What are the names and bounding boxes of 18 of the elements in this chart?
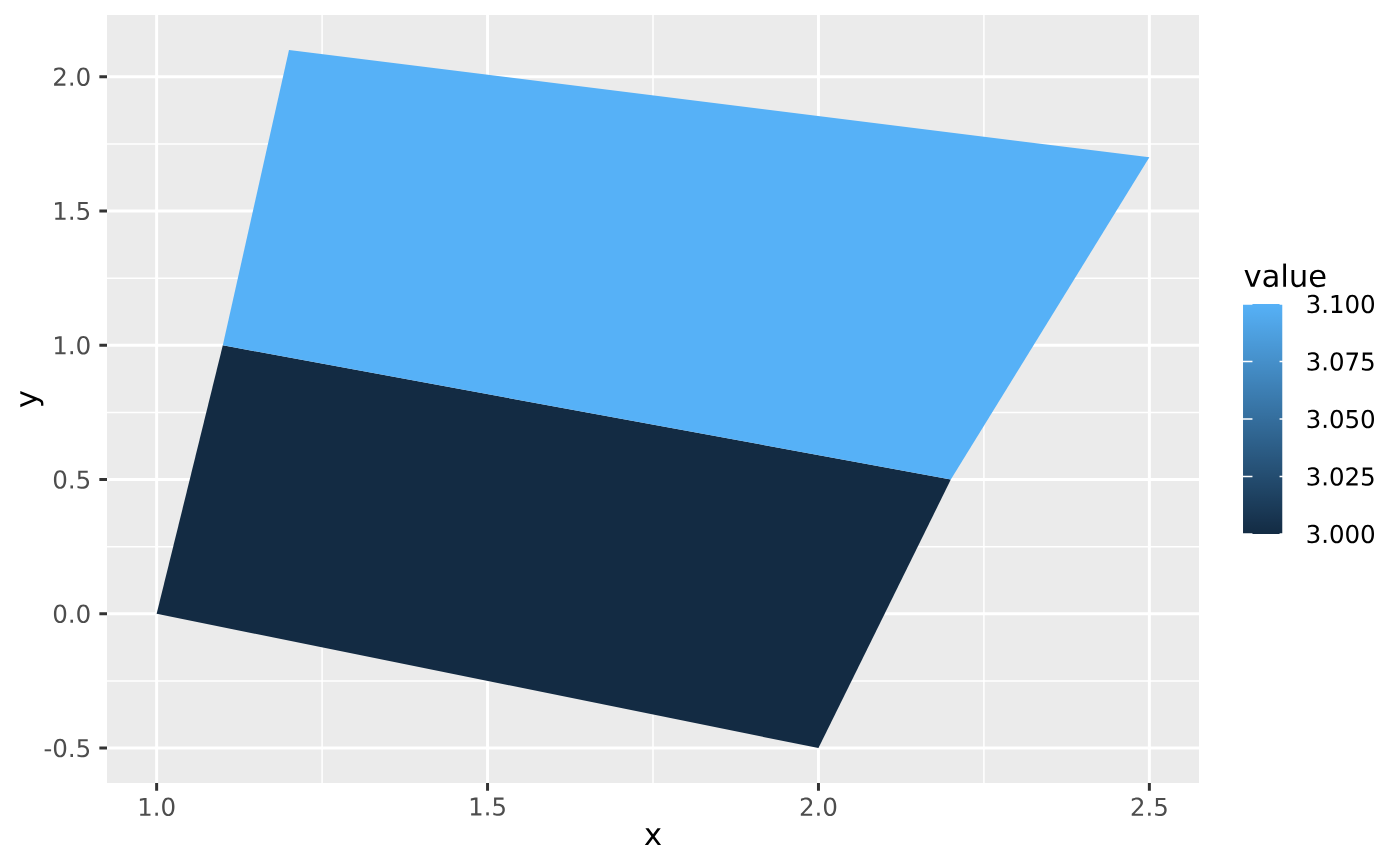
x-axis-title: x xyxy=(644,828,662,846)
y-tick-label: 1.0 xyxy=(55,336,90,355)
y-tick-label: 0.5 xyxy=(53,470,90,489)
color-bar-label: 3.100 xyxy=(1307,294,1375,314)
y-tick-label: 0.0 xyxy=(53,604,90,624)
x-tick-label: 2.5 xyxy=(1131,797,1167,817)
x-tick-label: 1.5 xyxy=(470,797,505,816)
color-bar-label: 3.075 xyxy=(1307,352,1374,371)
y-tick-label: 2.0 xyxy=(54,67,90,87)
color-bar-title: value xyxy=(1244,263,1326,288)
color-bar-label: 3.000 xyxy=(1307,524,1375,544)
color-bar-label: 3.025 xyxy=(1307,467,1374,486)
y-axis-title: y xyxy=(20,390,44,408)
color-bar-label: 3.050 xyxy=(1307,409,1375,429)
x-tick-label: 2.0 xyxy=(800,797,837,817)
y-tick-label: 1.5 xyxy=(55,201,90,221)
y-tick-label: -0.5 xyxy=(44,738,90,758)
x-tick-label: 1.0 xyxy=(139,797,175,817)
